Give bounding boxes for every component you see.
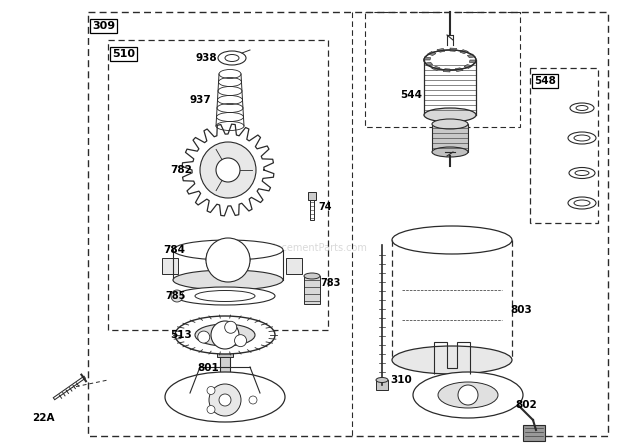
Polygon shape — [424, 57, 431, 60]
Circle shape — [206, 238, 250, 282]
Bar — [376, 380, 388, 390]
Polygon shape — [443, 69, 450, 72]
Text: 310: 310 — [390, 375, 412, 385]
Ellipse shape — [195, 324, 255, 346]
Text: 782: 782 — [170, 165, 192, 175]
Bar — [108, 40, 328, 330]
Text: 513: 513 — [170, 330, 192, 340]
Text: 802: 802 — [515, 400, 537, 410]
Bar — [217, 349, 233, 357]
Circle shape — [207, 405, 215, 414]
Bar — [443, 387, 455, 395]
Polygon shape — [469, 60, 476, 63]
Polygon shape — [424, 60, 476, 115]
Ellipse shape — [175, 316, 275, 354]
Circle shape — [458, 385, 478, 405]
Text: 510: 510 — [112, 49, 135, 59]
Ellipse shape — [304, 273, 320, 279]
Text: ReplacementParts.com: ReplacementParts.com — [254, 243, 366, 253]
Text: 784: 784 — [163, 245, 185, 255]
Text: 544: 544 — [400, 90, 422, 100]
Ellipse shape — [424, 108, 476, 122]
Ellipse shape — [175, 287, 275, 305]
Bar — [365, 12, 520, 127]
Circle shape — [249, 396, 257, 404]
Ellipse shape — [432, 119, 468, 129]
Bar — [162, 258, 178, 274]
Polygon shape — [455, 68, 463, 72]
Text: 937: 937 — [190, 95, 212, 105]
Polygon shape — [427, 52, 436, 56]
Ellipse shape — [432, 147, 468, 157]
Text: 938: 938 — [195, 53, 216, 63]
Polygon shape — [467, 54, 475, 58]
Bar — [443, 396, 455, 404]
Ellipse shape — [392, 226, 512, 254]
Polygon shape — [450, 48, 457, 52]
Ellipse shape — [173, 240, 283, 260]
Text: 785: 785 — [165, 291, 185, 301]
Bar — [432, 124, 468, 152]
Bar — [481, 387, 493, 395]
Ellipse shape — [165, 372, 285, 422]
Bar — [310, 200, 314, 220]
Bar — [530, 68, 598, 223]
Polygon shape — [392, 240, 512, 360]
Circle shape — [171, 290, 183, 302]
Bar — [481, 396, 493, 404]
Polygon shape — [182, 124, 274, 216]
Circle shape — [200, 142, 256, 198]
Circle shape — [216, 158, 240, 182]
Bar — [286, 258, 302, 274]
Polygon shape — [432, 66, 440, 70]
Ellipse shape — [376, 378, 388, 383]
Ellipse shape — [392, 346, 512, 374]
Ellipse shape — [438, 382, 498, 408]
Text: 74: 74 — [318, 202, 332, 212]
Text: 548: 548 — [534, 76, 556, 86]
Circle shape — [211, 321, 239, 349]
Circle shape — [207, 387, 215, 395]
Text: 22A: 22A — [32, 413, 55, 423]
Bar — [304, 276, 320, 304]
Circle shape — [219, 394, 231, 406]
Ellipse shape — [413, 372, 523, 418]
Ellipse shape — [424, 50, 476, 70]
Text: 309: 309 — [92, 21, 115, 31]
Bar — [523, 425, 545, 441]
Polygon shape — [464, 65, 472, 69]
Bar — [220, 355, 230, 391]
Polygon shape — [460, 50, 468, 54]
Text: 803: 803 — [510, 305, 532, 315]
Text: 783: 783 — [320, 278, 340, 288]
Circle shape — [198, 331, 210, 343]
Circle shape — [234, 335, 247, 347]
Text: 801: 801 — [197, 363, 219, 373]
Ellipse shape — [173, 270, 283, 290]
Polygon shape — [173, 250, 283, 280]
Polygon shape — [190, 367, 260, 393]
Circle shape — [224, 321, 237, 333]
Bar — [308, 192, 316, 200]
Bar — [88, 12, 608, 436]
Circle shape — [209, 384, 241, 416]
Polygon shape — [425, 62, 433, 66]
Polygon shape — [437, 48, 445, 52]
